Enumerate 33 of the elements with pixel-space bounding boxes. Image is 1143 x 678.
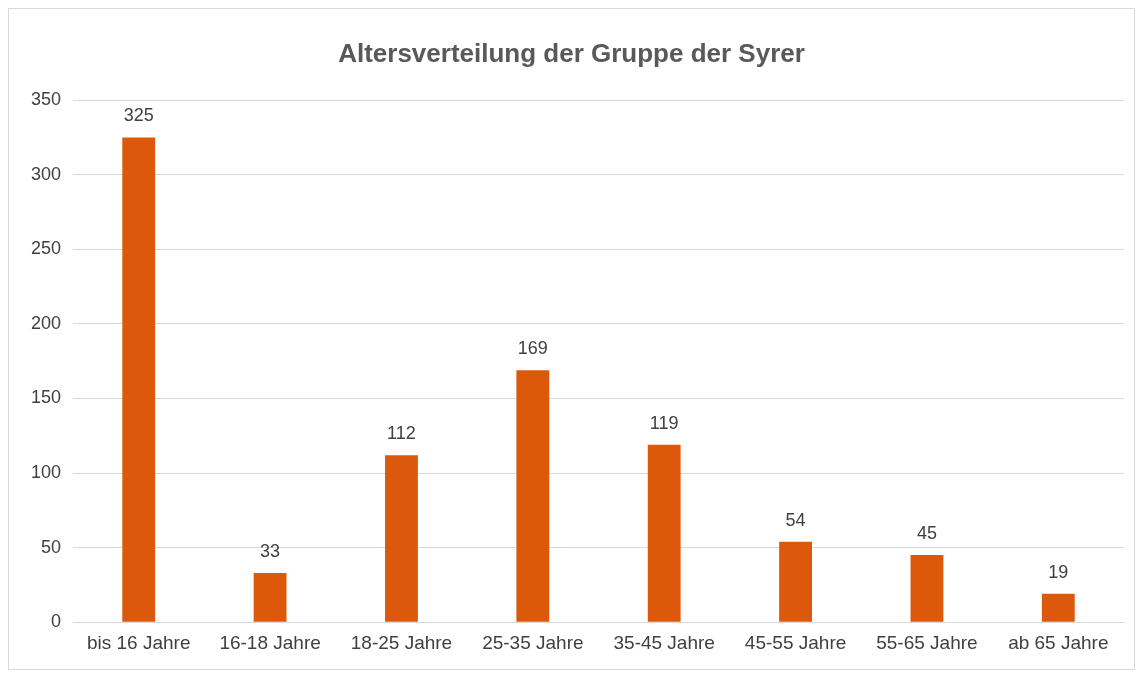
- x-tick-label: bis 16 Jahre: [86, 631, 191, 653]
- x-tick-label: 45-55 Jahre: [744, 631, 847, 653]
- x-tick-label: 18-25 Jahre: [350, 631, 453, 653]
- bar: [122, 137, 156, 622]
- bar: [516, 370, 550, 622]
- x-tick-label: 25-35 Jahre: [482, 631, 584, 653]
- y-tick-label: 100: [30, 462, 62, 483]
- data-label: 45: [916, 523, 937, 544]
- bar: [385, 455, 418, 622]
- data-label: 54: [785, 509, 806, 530]
- bar: [647, 444, 681, 622]
- y-tick-label: 250: [30, 238, 62, 259]
- data-label: 325: [123, 105, 154, 126]
- x-tick-label: 16-18 Jahre: [219, 631, 321, 653]
- y-tick-label: 50: [41, 536, 62, 557]
- y-tick-label: 350: [30, 89, 62, 110]
- data-label: 112: [387, 423, 416, 444]
- bar: [253, 572, 287, 622]
- chart-title: Altersverteilung der Gruppe der Syrer: [338, 37, 805, 68]
- data-label: 169: [517, 338, 548, 359]
- data-label: 119: [649, 412, 679, 433]
- data-label: 33: [260, 540, 281, 561]
- y-tick-label: 300: [30, 163, 62, 184]
- data-label: 19: [1048, 561, 1069, 582]
- y-tick-label: 150: [30, 387, 62, 408]
- y-tick-label: 0: [51, 611, 62, 632]
- bar: [910, 555, 944, 622]
- bar: [1041, 593, 1075, 622]
- x-tick-label: ab 65 Jahre: [1008, 631, 1109, 653]
- x-tick-label: 35-45 Jahre: [613, 631, 715, 653]
- x-tick-label: 55-65 Jahre: [876, 631, 978, 653]
- bar: [779, 541, 812, 622]
- y-tick-label: 200: [30, 312, 62, 333]
